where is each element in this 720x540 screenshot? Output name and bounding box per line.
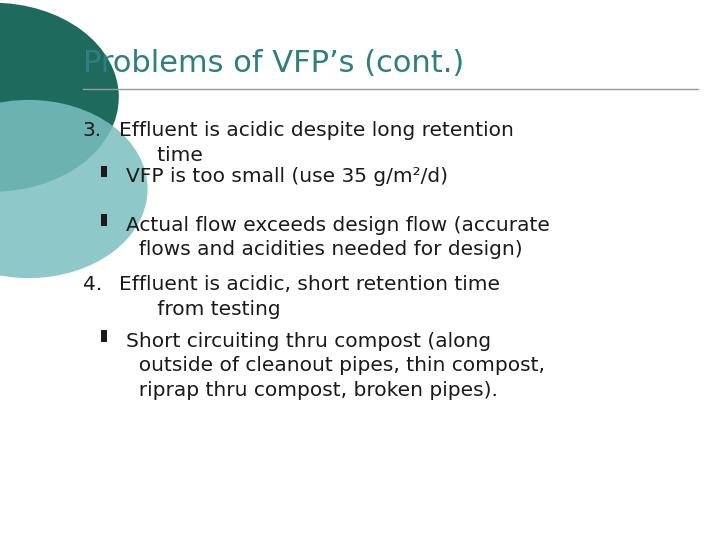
Text: Short circuiting thru compost (along
  outside of cleanout pipes, thin compost,
: Short circuiting thru compost (along out… xyxy=(126,332,545,400)
Text: Effluent is acidic despite long retention
      time: Effluent is acidic despite long retentio… xyxy=(119,122,513,165)
Bar xyxy=(101,214,107,226)
Circle shape xyxy=(0,3,119,192)
Circle shape xyxy=(0,100,148,278)
Text: Actual flow exceeds design flow (accurate
  flows and acidities needed for desig: Actual flow exceeds design flow (accurat… xyxy=(126,216,550,259)
Bar xyxy=(101,330,107,342)
Text: Problems of VFP’s (cont.): Problems of VFP’s (cont.) xyxy=(83,49,464,78)
Text: Effluent is acidic, short retention time
      from testing: Effluent is acidic, short retention time… xyxy=(119,275,500,319)
Text: 4.: 4. xyxy=(83,275,102,294)
Bar xyxy=(101,166,107,178)
Text: 3.: 3. xyxy=(83,122,102,140)
Text: VFP is too small (use 35 g/m²/d): VFP is too small (use 35 g/m²/d) xyxy=(126,167,448,186)
